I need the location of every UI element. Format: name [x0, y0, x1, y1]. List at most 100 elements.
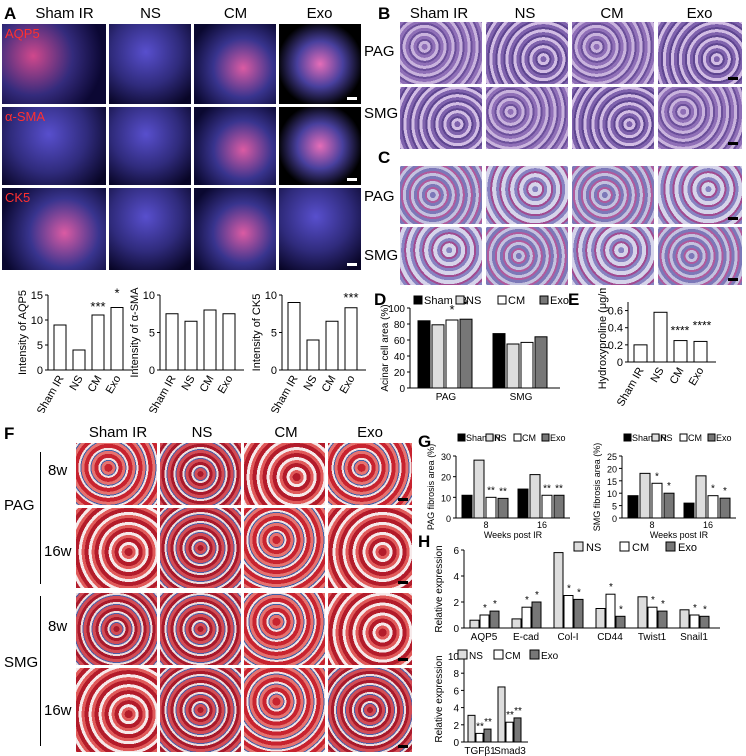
x-tick-label: Sham IR	[615, 365, 647, 408]
x-tick-label: Smad3	[494, 746, 526, 756]
bar	[459, 318, 473, 389]
bar	[553, 552, 564, 629]
if-image: CK5	[2, 188, 106, 270]
legend-swatch	[623, 433, 632, 442]
bar	[287, 302, 301, 371]
bar	[475, 732, 484, 743]
bar	[699, 615, 710, 629]
y-tick-label: 0	[453, 624, 459, 635]
y-tick-label: 15	[31, 290, 43, 302]
significance-mark: **	[514, 706, 522, 717]
significance-mark: **	[484, 717, 492, 728]
bar	[695, 475, 707, 519]
bar	[483, 728, 492, 743]
x-tick-label: 16	[537, 520, 547, 530]
y-tick-label: 10	[448, 652, 460, 663]
legend-label: Exo	[678, 542, 697, 554]
bar	[53, 324, 67, 371]
y-tick-label: 20	[394, 368, 406, 379]
y-axis-label: Intensity of AQP5	[17, 290, 29, 375]
scale-bar	[398, 498, 408, 501]
y-tick-label: 0	[271, 365, 277, 377]
y-tick-label: 25	[607, 452, 617, 462]
x-axis-label: Weeks post IR	[650, 530, 709, 540]
pas-image	[486, 166, 568, 224]
y-tick-label: 0	[446, 514, 451, 524]
bar	[521, 606, 532, 629]
bar	[633, 344, 648, 363]
bar	[325, 320, 339, 371]
y-axis-label: Relative expression	[434, 655, 445, 742]
significance-mark: ***	[343, 290, 358, 305]
y-tick-label: 0	[149, 365, 155, 377]
channel-label-asma: α-SMA	[5, 109, 46, 124]
significance-mark: *	[525, 595, 529, 606]
col-label-exo: Exo	[357, 424, 383, 441]
legend-label: CM	[632, 542, 649, 554]
x-tick-label: Sham IR	[147, 373, 179, 413]
significance-mark: *	[114, 286, 119, 301]
bar	[489, 610, 500, 629]
legend-label: Exo	[550, 433, 566, 443]
bracket-line	[40, 596, 41, 746]
scale-bar	[728, 217, 738, 220]
significance-mark: *	[567, 584, 571, 595]
col-label-sham: Sham IR	[409, 5, 469, 22]
row-label-pag: PAG	[364, 43, 395, 60]
scale-bar	[728, 142, 738, 145]
if-image	[109, 188, 191, 270]
col-label-sham: Sham IR	[35, 5, 94, 22]
if-image: α-SMA	[2, 107, 106, 185]
bar	[497, 497, 509, 519]
pas-image	[486, 227, 568, 285]
bar	[657, 610, 668, 629]
bar	[679, 609, 690, 629]
pas-image	[572, 227, 654, 285]
bar	[517, 488, 529, 519]
y-tick-label: 40	[394, 352, 406, 363]
x-tick-label: Twist1	[638, 632, 667, 643]
trichrome-image	[160, 508, 241, 588]
y-tick-label: 20	[441, 473, 451, 483]
panel-letter-a: A	[4, 4, 17, 23]
significance-mark: *	[703, 604, 707, 615]
if-image	[194, 107, 276, 185]
legend-swatch	[707, 433, 716, 442]
significance-mark: *	[711, 484, 715, 495]
bar	[485, 496, 497, 519]
bracket-line	[40, 452, 41, 584]
trichrome-image	[76, 593, 157, 665]
x-tick-label: NS	[180, 374, 198, 393]
x-tick-label: Snail1	[680, 632, 708, 643]
legend-swatch	[457, 649, 468, 660]
bar	[531, 601, 542, 629]
he-image	[658, 87, 742, 149]
bar	[445, 319, 459, 389]
legend-label: CM	[508, 295, 525, 307]
col-label-sham: Sham IR	[88, 424, 148, 441]
he-image	[400, 87, 482, 149]
bar	[222, 313, 236, 371]
significance-mark: **	[476, 721, 484, 732]
x-tick-label: CM	[86, 374, 105, 395]
trichrome-image	[244, 508, 325, 588]
row-label-smg: SMG	[364, 105, 399, 122]
y-tick-label: 0	[617, 357, 623, 369]
significance-mark: **	[555, 483, 563, 494]
scale-bar	[398, 658, 408, 661]
pas-image	[400, 227, 482, 285]
x-tick-label: Exo	[104, 374, 124, 396]
legend-label: NS	[660, 433, 673, 443]
pas-image	[572, 166, 654, 224]
row-label-pag: PAG	[364, 188, 395, 205]
bar	[689, 614, 700, 629]
y-tick-label: 10	[441, 493, 451, 503]
trichrome-image	[160, 668, 241, 752]
x-tick-label: PAG	[436, 392, 457, 403]
panel-letter-b: B	[378, 4, 391, 23]
bar	[553, 494, 565, 519]
x-tick-label: CD44	[597, 632, 623, 643]
